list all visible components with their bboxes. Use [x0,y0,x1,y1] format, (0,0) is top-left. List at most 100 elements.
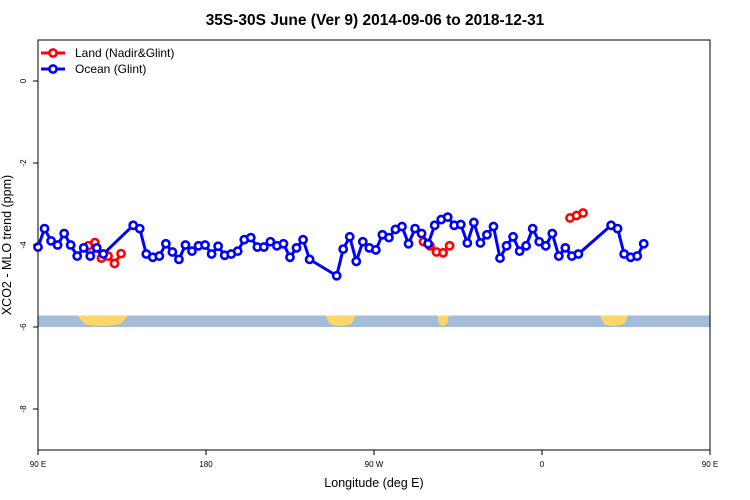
ocean-series-point [200,240,210,250]
y-tick-label: 0 [19,78,28,83]
ocean-series-point [501,240,512,251]
x-tick-label: 90 W [365,460,384,469]
ocean-series-point [258,242,269,252]
ocean-series-point [91,242,102,253]
ocean-series-point [134,223,145,234]
ocean-series-point [78,242,89,253]
ocean-series-point [423,238,434,249]
land-series-point [116,248,126,259]
ocean-series-point [39,223,50,234]
ocean-series-point [331,270,342,281]
ocean-band [38,315,710,327]
legend-swatch-marker [48,64,58,74]
ocean-series-point [304,254,315,265]
ocean-series-point [245,232,256,243]
ocean-series-point [174,254,184,265]
ocean-series-point [403,238,414,249]
ocean-series-point [291,242,302,253]
ocean-series-point [167,247,178,257]
ocean-series-point [154,251,165,261]
ocean-series-point [508,231,518,242]
ocean-series-point [475,238,486,248]
ocean-series-point [46,235,56,246]
ocean-series-point [410,223,420,234]
x-tick-label: 180 [199,460,213,469]
legend: Land (Nadir&Glint) Ocean (Glint) [41,46,174,76]
ocean-series-point [59,228,70,239]
ocean-series-point [573,249,584,259]
ocean-series-point [553,251,564,261]
ocean-series-point [232,246,243,257]
land-region [437,315,449,326]
ocean-series-point [560,242,571,253]
ocean-series-point [206,249,217,259]
ocean-series-point [85,251,96,261]
ocean-series-point [160,238,171,249]
ocean-series-point [285,252,295,263]
land-series-point [438,247,448,258]
series-layer [33,208,649,281]
ocean-series-point [213,241,224,252]
ocean-series-point [416,228,427,239]
ocean-series-point [638,238,649,249]
ocean-series-point [187,246,197,257]
ocean-series-point [52,240,63,250]
land-series-point [444,240,455,251]
ocean-series-point [514,246,525,257]
ocean-series-point [442,212,453,223]
ocean-series-point [527,223,538,234]
y-tick-label: -2 [19,159,28,167]
ocean-series-point [455,219,466,230]
ocean-series-point [547,228,558,239]
ocean-series-point [488,221,499,232]
legend-item: Ocean (Glint) [41,62,146,76]
plot-area [33,39,711,451]
legend-item: Land (Nadir&Glint) [41,46,174,60]
ocean-series-point [534,236,545,247]
ocean-series-point [72,251,83,261]
ocean-series-point [495,253,505,264]
y-tick-label: -6 [19,323,28,331]
legend-label: Land (Nadir&Glint) [75,46,174,60]
x-tick-label: 90 E [30,460,46,469]
ocean-series-point [429,220,440,231]
surface-band [38,315,710,327]
x-axis-label: Longitude (deg E) [324,476,423,490]
ocean-series-point [180,240,191,250]
x-axis-ticks: 90 E 180 90 W 0 90 E [30,450,718,469]
ocean-series-point [278,238,289,249]
ocean-series-point [384,232,394,243]
ocean-series-point [298,234,308,245]
ocean-series-point [98,249,109,259]
ocean-series-point [468,217,479,228]
ocean-series-point [462,238,473,248]
legend-swatch-marker [48,48,58,58]
y-axis-label: XCO2 - MLO trend (ppm) [0,175,14,315]
ocean-series-point [370,245,381,255]
ocean-series-point [344,231,355,242]
ocean-series-point [397,221,407,232]
ocean-series-point [521,240,532,251]
ocean-series-point [351,256,362,267]
ocean-series-point [632,251,643,261]
plot-frame [37,39,711,451]
chart-title: 35S-30S June (Ver 9) 2014-09-06 to 2018-… [206,12,545,29]
legend-label: Ocean (Glint) [75,62,146,76]
x-tick-label: 90 E [702,460,718,469]
land-series-point [578,208,588,218]
land-series-point [109,258,120,269]
land-region [325,315,356,326]
ocean-series-point [612,223,623,234]
ocean-series-point [65,240,76,250]
ocean-series-point [265,236,276,247]
ocean-series-point [482,229,492,240]
ocean-series-point [357,236,368,247]
ocean-series-point [540,240,551,251]
x-tick-label: 0 [540,460,545,469]
y-tick-label: -4 [19,241,28,249]
ocean-series-point [338,244,349,254]
y-tick-label: -8 [19,405,28,413]
land-region [77,315,128,326]
land-region [599,315,628,326]
